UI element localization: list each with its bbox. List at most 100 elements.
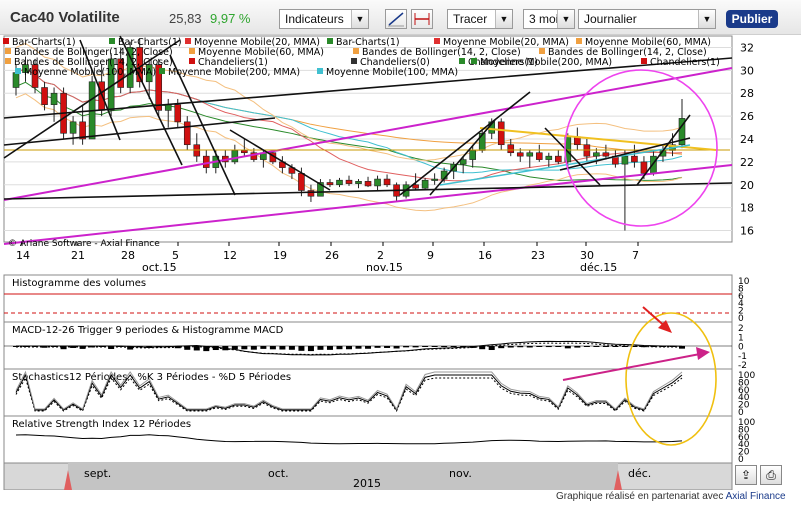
candle-body <box>555 155 562 163</box>
macd-histogram-bar <box>612 346 619 347</box>
legend-swatch <box>15 68 21 74</box>
y-tick-label: 0 <box>738 408 744 418</box>
candle-body <box>526 152 534 157</box>
printer-icon: ⎙ <box>766 468 776 482</box>
y-tick-label: 60 <box>738 386 750 396</box>
macd-histogram-bar <box>346 346 352 350</box>
y-tick-label: 0 <box>738 455 744 465</box>
candle-body <box>202 155 210 168</box>
chevron-down-icon: ▼ <box>698 10 715 28</box>
y-tick-label: 6 <box>738 292 744 302</box>
legend-label: Moyenne Mobile(200, MMA) <box>168 67 300 78</box>
upload-icon: ⇪ <box>740 468 752 482</box>
x-tick-label: 14 <box>16 249 30 262</box>
candle-body <box>326 182 334 186</box>
rsi-panel-title: Relative Strength Index 12 Périodes <box>12 418 191 430</box>
indicators-dropdown[interactable]: Indicateurs ▼ <box>279 9 369 29</box>
footer-text: Graphique réalisé en partenariat avec <box>556 491 724 502</box>
legend-swatch <box>189 48 195 54</box>
legend-label: Chandeliers(1) <box>198 57 268 68</box>
black-line-b <box>3 117 276 146</box>
stochastics-panel-frame <box>3 368 733 417</box>
macd-histogram-bar <box>498 346 505 349</box>
legend-label: Bar-Charts(1) <box>336 37 400 48</box>
candle-body <box>22 64 29 73</box>
macd-histogram-bar <box>108 346 115 350</box>
candle-body <box>621 155 629 165</box>
macd-histogram-bar <box>621 346 628 347</box>
navigator-right-handle <box>614 470 622 490</box>
candle-body <box>117 58 124 88</box>
chevron-down-icon: ▼ <box>557 10 574 28</box>
horizontal-line-tool-button[interactable] <box>411 9 433 29</box>
x-tick-label: 12 <box>223 249 237 262</box>
x-tick-label: 26 <box>325 249 339 262</box>
macd-histogram-bar <box>212 346 219 351</box>
y-tick-label: 2 <box>738 324 744 334</box>
candle-body <box>507 144 515 154</box>
legend-label: Bandes de Bollinger(14, 2, Close) <box>362 47 521 58</box>
candle-body <box>355 181 362 184</box>
macd-panel-frame <box>3 321 733 370</box>
publish-button[interactable]: Publier <box>726 10 778 28</box>
draw-dropdown[interactable]: Tracer ▼ <box>447 9 513 29</box>
macd-histogram-bar <box>564 346 571 349</box>
pink-arrow-line <box>562 353 701 381</box>
print-button[interactable]: ⎙ <box>760 465 782 485</box>
draw-label: Tracer <box>453 12 488 26</box>
x-tick-label: 5 <box>172 249 179 262</box>
magenta-upper-trendline <box>3 67 733 201</box>
x-month-label: nov.15 <box>366 261 403 274</box>
y-tick-label: 4 <box>738 299 744 309</box>
navigator-year-label: 2015 <box>353 477 381 490</box>
candle-body <box>174 104 182 123</box>
x-tick-label: 19 <box>273 249 287 262</box>
candle-body <box>593 152 600 157</box>
candle-body <box>412 184 419 189</box>
legend-label: Chandeliers(0) <box>360 57 430 68</box>
macd-histogram-bar <box>269 346 276 350</box>
black-line-h <box>544 127 601 186</box>
trendline-tool-button[interactable] <box>385 9 407 29</box>
macd-histogram-bar <box>441 346 448 347</box>
macd-trigger-line <box>16 342 683 355</box>
export-button[interactable]: ⇪ <box>735 465 757 485</box>
footer-brand-link[interactable]: Axial Finance <box>725 491 786 502</box>
legend-label: Moyenne Mobile(100, MMA) <box>326 67 458 78</box>
macd-histogram-bar <box>631 346 638 347</box>
chevron-down-icon: ▼ <box>495 10 512 28</box>
macd-histogram-bar <box>374 346 381 348</box>
macd-histogram-bar <box>555 346 562 347</box>
candle-body <box>374 178 381 187</box>
macd-histogram-bar <box>298 346 305 351</box>
candle-body <box>383 178 391 186</box>
candle-body <box>50 92 58 105</box>
candle-body <box>183 121 191 146</box>
y-tick-label: 8 <box>738 284 744 294</box>
navigator-month-label: nov. <box>449 467 472 480</box>
candle-body <box>79 121 86 140</box>
legend-swatch <box>5 48 11 54</box>
macd-histogram-bar <box>307 346 314 352</box>
legend-swatch <box>3 38 9 44</box>
candle-body <box>155 64 163 111</box>
candle-body <box>459 159 467 165</box>
period-select[interactable]: 3 mois ▼ <box>523 9 575 29</box>
macd-histogram-bar <box>545 346 552 348</box>
candle-body <box>545 155 553 160</box>
cyan-trendline <box>439 144 691 186</box>
y-tick-label: 40 <box>738 440 750 450</box>
interval-select[interactable]: Journalier ▼ <box>578 9 716 29</box>
macd-histogram-bar <box>488 346 495 351</box>
candle-body <box>126 47 134 88</box>
rsi-line <box>15 434 683 445</box>
macd-histogram-bar <box>127 346 134 350</box>
macd-histogram-bar <box>365 346 372 349</box>
legend-swatch <box>109 38 115 44</box>
legend-swatch <box>5 58 11 64</box>
macd-histogram-bar <box>317 346 324 350</box>
x-month-label: déc.15 <box>580 261 617 274</box>
y-tick-label: 22 <box>740 156 754 169</box>
black-line-k <box>229 129 331 191</box>
candle-body <box>431 178 438 181</box>
